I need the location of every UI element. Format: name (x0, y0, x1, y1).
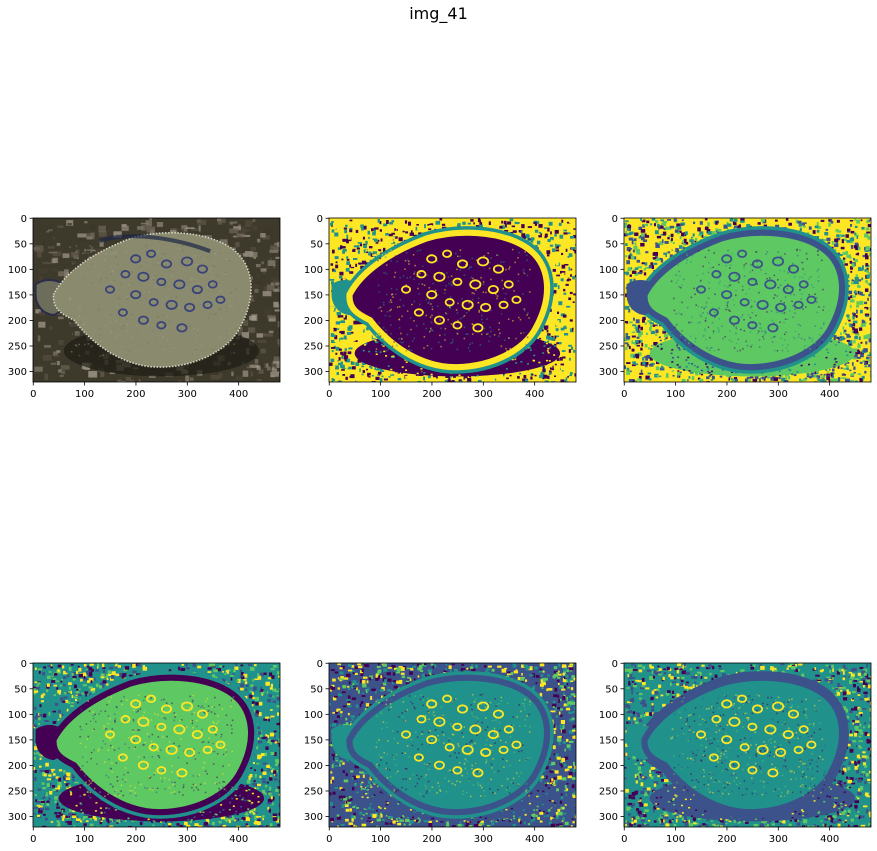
y-tick-label: 50 (14, 239, 27, 250)
x-tick-label: 0 (621, 389, 627, 400)
y-tick-label: 250 (8, 786, 27, 797)
y-tick-label: 150 (8, 735, 27, 746)
x-tick-label: 0 (326, 834, 332, 845)
x-tick-label: 100 (666, 834, 685, 845)
y-tick-label: 250 (599, 786, 618, 797)
y-tick-label: 150 (304, 290, 323, 301)
x-tick-label: 200 (126, 389, 145, 400)
y-tick-label: 50 (310, 239, 323, 250)
y-tick-label: 50 (14, 684, 27, 695)
x-tick-label: 100 (75, 389, 94, 400)
y-tick-label: 150 (599, 290, 618, 301)
y-tick-label: 100 (8, 710, 27, 721)
x-tick-label: 200 (422, 834, 441, 845)
y-tick-label: 250 (8, 341, 27, 352)
x-tick-label: 400 (525, 389, 544, 400)
image-panel-4: 0 100 200 300 400 0 50 100 150 200 250 300 (0, 0, 300, 845)
x-tick-label: 300 (769, 834, 788, 845)
x-tick-label: 100 (666, 389, 685, 400)
y-tick-label: 0 (612, 214, 618, 225)
y-tick-label: 250 (304, 341, 323, 352)
x-tick-label: 300 (178, 389, 197, 400)
x-tick-label: 200 (422, 389, 441, 400)
y-tick-label: 250 (599, 341, 618, 352)
x-tick-label: 0 (30, 389, 36, 400)
y-tick-label: 100 (304, 265, 323, 276)
axes-frame (623, 217, 872, 383)
image-content (624, 663, 871, 827)
axes-frame (328, 217, 577, 383)
y-tick-label: 150 (8, 290, 27, 301)
image-content (33, 663, 280, 827)
x-tick-label: 0 (30, 834, 36, 845)
y-tick-label: 0 (317, 214, 323, 225)
x-tick-label: 100 (371, 389, 390, 400)
y-tick-label: 0 (21, 214, 27, 225)
y-tick-label: 300 (8, 812, 27, 823)
y-tick-label: 200 (8, 316, 27, 327)
y-tick-label: 200 (599, 316, 618, 327)
y-tick-label: 150 (304, 735, 323, 746)
y-tick-label: 200 (599, 761, 618, 772)
x-tick-label: 400 (820, 834, 839, 845)
x-tick-label: 400 (525, 834, 544, 845)
y-tick-label: 300 (599, 367, 618, 378)
image-panel-3: 0 100 200 300 400 0 50 100 150 200 250 300 (0, 0, 872, 400)
y-tick-label: 100 (304, 710, 323, 721)
y-tick-label: 0 (317, 659, 323, 670)
y-tick-label: 100 (8, 265, 27, 276)
x-tick-label: 200 (717, 834, 736, 845)
y-tick-label: 100 (599, 265, 618, 276)
y-tick-label: 300 (304, 812, 323, 823)
y-tick-label: 200 (304, 761, 323, 772)
y-tick-label: 250 (304, 786, 323, 797)
image-content (329, 663, 576, 827)
image-content (329, 218, 576, 382)
axes-frame (32, 217, 281, 383)
y-tick-label: 0 (21, 659, 27, 670)
y-tick-label: 200 (304, 316, 323, 327)
x-tick-label: 400 (229, 834, 248, 845)
y-tick-label: 50 (605, 684, 618, 695)
image-content (624, 218, 871, 382)
y-tick-label: 300 (8, 367, 27, 378)
x-tick-label: 200 (717, 389, 736, 400)
x-tick-label: 300 (178, 834, 197, 845)
y-tick-label: 0 (612, 659, 618, 670)
image-panel-5: 0 100 200 300 400 0 50 100 150 200 250 300 (0, 0, 577, 845)
image-panel-2: 0 100 200 300 400 0 50 100 150 200 250 300 (0, 0, 577, 400)
y-tick-label: 200 (8, 761, 27, 772)
y-tick-label: 150 (599, 735, 618, 746)
figure-title: img_41 (409, 4, 468, 23)
axes-frame (328, 662, 577, 828)
image-content (33, 218, 280, 382)
x-tick-label: 300 (474, 834, 493, 845)
y-tick-label: 300 (304, 367, 323, 378)
y-tick-label: 100 (599, 710, 618, 721)
x-tick-label: 100 (75, 834, 94, 845)
y-tick-label: 300 (599, 812, 618, 823)
x-tick-label: 100 (371, 834, 390, 845)
x-tick-label: 200 (126, 834, 145, 845)
axes-frame (32, 662, 281, 828)
axes-frame (623, 662, 872, 828)
x-tick-label: 400 (820, 389, 839, 400)
y-tick-label: 50 (310, 684, 323, 695)
x-tick-label: 300 (474, 389, 493, 400)
y-tick-label: 50 (605, 239, 618, 250)
x-tick-label: 300 (769, 389, 788, 400)
x-tick-label: 400 (229, 389, 248, 400)
image-panel-1: 0 100 200 300 400 0 50 100 150 200 250 300 (0, 0, 300, 400)
x-tick-label: 0 (621, 834, 627, 845)
x-tick-label: 0 (326, 389, 332, 400)
